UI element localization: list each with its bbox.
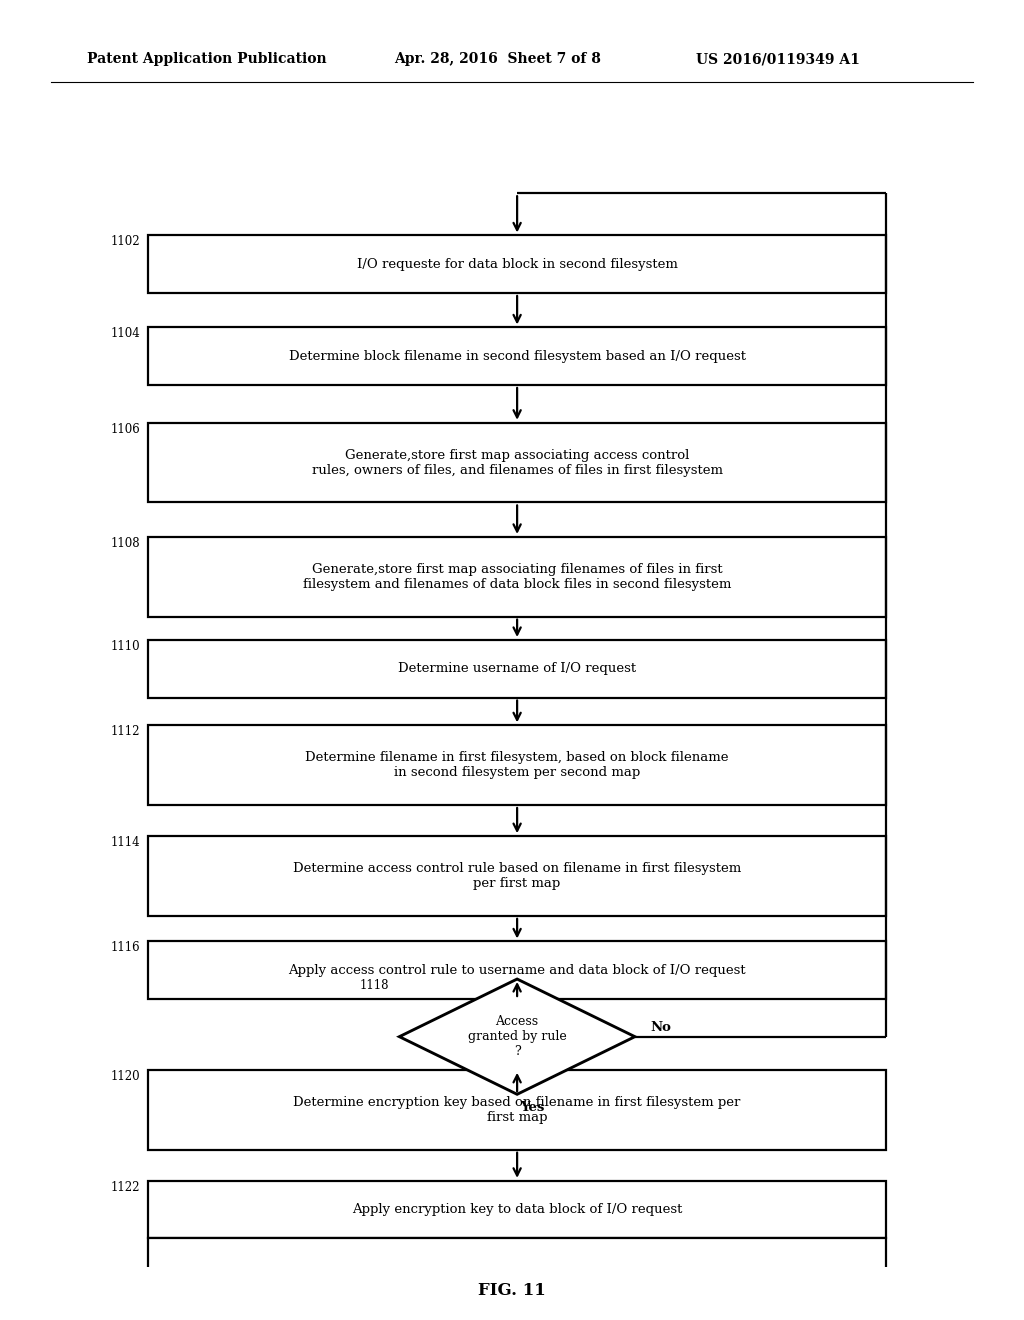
Text: 1120: 1120 [111,1071,140,1082]
Text: Determine access control rule based on filename in first filesystem
per first ma: Determine access control rule based on f… [293,862,741,890]
Bar [148,1181,886,1238]
Text: No: No [650,1022,671,1035]
Polygon shape [399,979,635,1094]
Text: 1122: 1122 [111,1181,140,1193]
Text: I/O requeste for data block in second filesystem: I/O requeste for data block in second fi… [356,257,678,271]
Bar [148,1071,886,1150]
Bar [148,640,886,697]
Text: 1108: 1108 [111,537,140,550]
Text: Generate,store first map associating access control
rules, owners of files, and : Generate,store first map associating acc… [311,449,723,477]
Text: 1110: 1110 [111,640,140,653]
Text: Determine username of I/O request: Determine username of I/O request [398,663,636,676]
Text: 1112: 1112 [111,725,140,738]
Text: Apply access control rule to username and data block of I/O request: Apply access control rule to username an… [289,964,745,977]
Text: Determine block filename in second filesystem based an I/O request: Determine block filename in second files… [289,350,745,363]
Text: 1102: 1102 [111,235,140,248]
Text: 1104: 1104 [111,327,140,341]
Bar [148,1238,886,1280]
Bar [148,422,886,503]
Bar [148,941,886,999]
Text: Generate,store first map associating filenames of files in first
filesystem and : Generate,store first map associating fil… [303,562,731,591]
Bar [148,537,886,616]
Text: Apr. 28, 2016  Sheet 7 of 8: Apr. 28, 2016 Sheet 7 of 8 [394,53,601,66]
Bar [148,235,886,293]
Text: 1116: 1116 [111,941,140,954]
Text: Apply encryption key to data block of I/O request: Apply encryption key to data block of I/… [352,1203,682,1216]
Text: 1118: 1118 [359,979,389,993]
Text: Yes: Yes [520,1101,545,1114]
Text: Determine filename in first filesystem, based on block filename
in second filesy: Determine filename in first filesystem, … [305,751,729,779]
Text: 1114: 1114 [111,836,140,849]
Text: FIG. 11: FIG. 11 [478,1283,546,1299]
Bar [148,725,886,805]
Text: Access
granted by rule
?: Access granted by rule ? [468,1015,566,1059]
Text: Determine encryption key based on filename in first filesystem per
first map: Determine encryption key based on filena… [294,1096,740,1123]
Bar [148,836,886,916]
Text: Patent Application Publication: Patent Application Publication [87,53,327,66]
Text: 1106: 1106 [111,422,140,436]
Text: US 2016/0119349 A1: US 2016/0119349 A1 [696,53,860,66]
Bar [148,327,886,385]
